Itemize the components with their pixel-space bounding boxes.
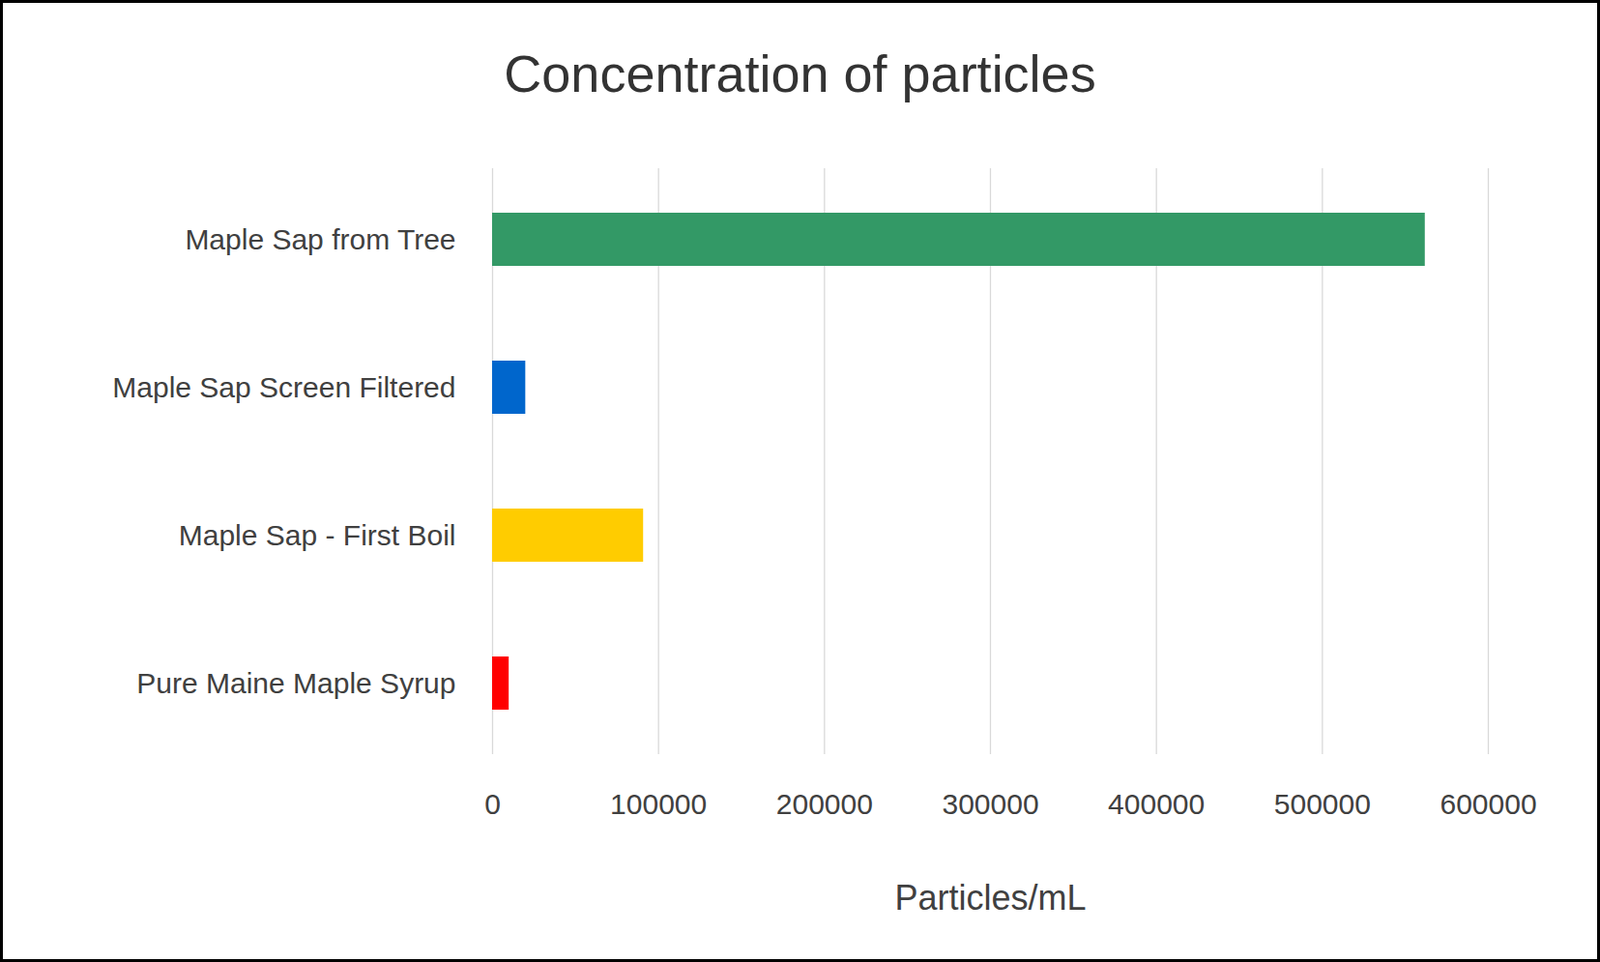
svg-text:Maple Sap from Tree: Maple Sap from Tree [184, 223, 456, 256]
svg-text:Particles/mL: Particles/mL [894, 877, 1086, 918]
svg-text:0: 0 [484, 787, 501, 820]
svg-text:400000: 400000 [1107, 787, 1205, 820]
svg-text:Maple Sap - First Boil: Maple Sap - First Boil [178, 519, 457, 552]
svg-text:500000: 500000 [1274, 787, 1371, 820]
svg-text:Maple Sap Screen Filtered: Maple Sap Screen Filtered [112, 371, 456, 404]
svg-text:300000: 300000 [941, 787, 1039, 820]
svg-text:100000: 100000 [610, 787, 707, 820]
svg-text:200000: 200000 [776, 787, 873, 820]
html-text:Concentration of particles: Concentration of particles [503, 44, 1097, 103]
svg-text:600000: 600000 [1439, 787, 1537, 820]
svg-text:Pure Maine Maple Syrup: Pure Maine Maple Syrup [136, 667, 456, 699]
